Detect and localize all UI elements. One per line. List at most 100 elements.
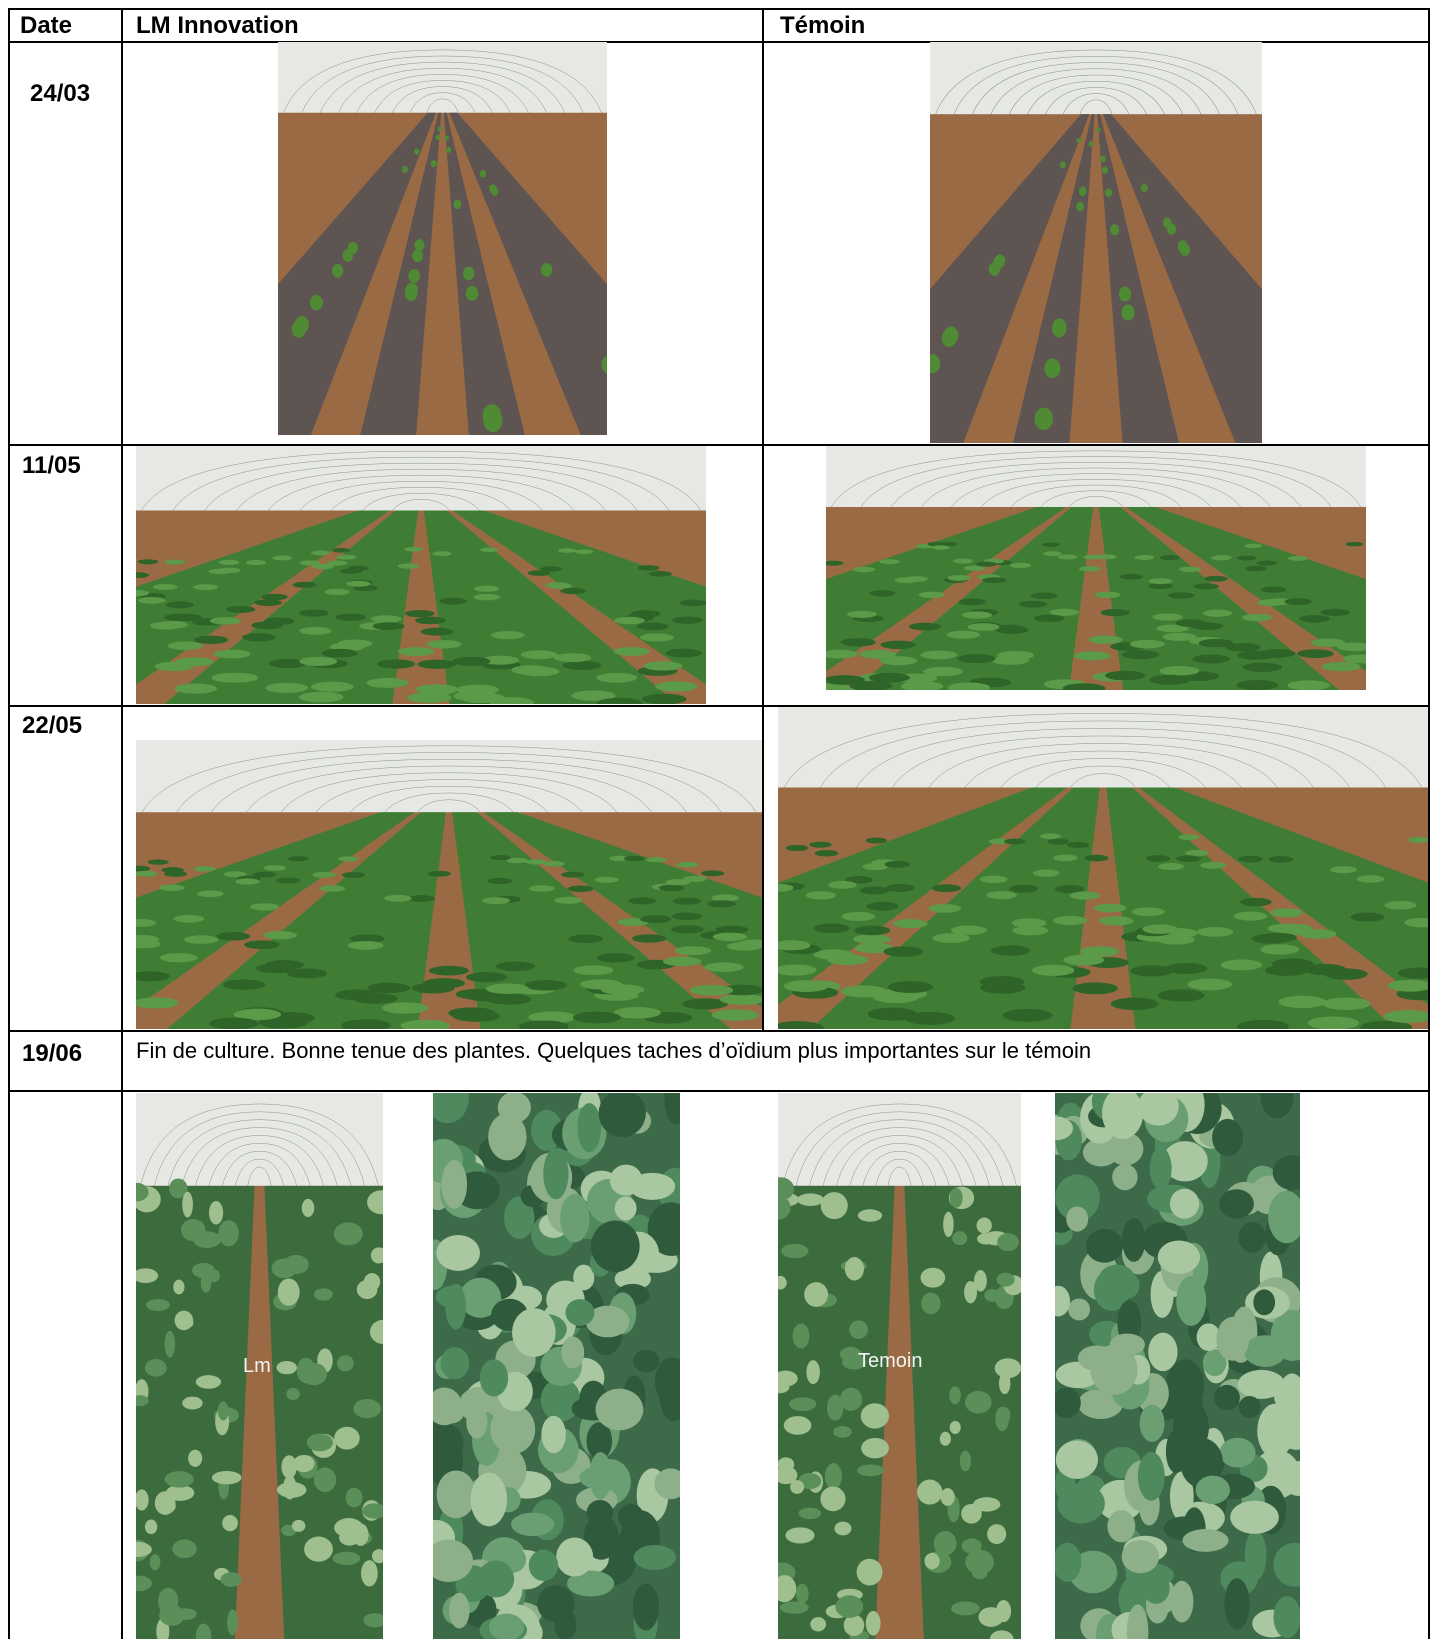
shape	[1198, 638, 1234, 648]
header-date: Date	[20, 12, 73, 39]
shape	[1322, 997, 1371, 1011]
shape	[1129, 639, 1165, 649]
shape	[136, 870, 158, 877]
shape	[174, 1310, 194, 1331]
shape	[543, 861, 565, 867]
shape	[299, 691, 344, 703]
shape	[655, 681, 698, 692]
shape	[346, 580, 371, 587]
shape	[778, 940, 811, 951]
shape	[1047, 838, 1070, 845]
shape	[217, 1401, 229, 1421]
shape	[857, 1464, 885, 1477]
shape	[974, 1270, 987, 1292]
shape	[453, 690, 498, 702]
shape	[436, 1470, 476, 1519]
shape	[1257, 1403, 1294, 1459]
shape	[308, 779, 590, 835]
shape	[223, 871, 247, 878]
shape	[996, 650, 1035, 660]
shape	[349, 934, 385, 944]
shape	[1062, 683, 1106, 690]
shape	[856, 457, 1337, 527]
shape	[541, 1415, 566, 1454]
shape	[894, 577, 919, 584]
shape	[540, 566, 563, 572]
photo	[136, 740, 762, 1029]
shape	[1131, 907, 1165, 917]
shape	[230, 469, 612, 531]
shape	[445, 146, 452, 154]
shape	[639, 633, 674, 642]
shape	[350, 74, 534, 144]
shape	[862, 863, 889, 871]
shape	[1009, 562, 1032, 569]
shape	[1179, 243, 1191, 256]
shape	[609, 855, 630, 862]
shape	[1211, 555, 1232, 561]
shape	[453, 199, 462, 210]
shape	[920, 650, 958, 660]
shape	[671, 616, 703, 624]
shape	[1159, 666, 1200, 676]
note-text: Fin de culture. Bonne tenue des plantes.…	[136, 1038, 1092, 1063]
shape	[1165, 962, 1208, 975]
shape	[683, 875, 708, 882]
shape	[482, 897, 511, 905]
shape	[930, 354, 941, 374]
shape	[601, 355, 607, 374]
shape	[304, 1536, 333, 1562]
shape	[543, 1148, 569, 1200]
shape	[849, 1320, 869, 1340]
shape	[1297, 649, 1334, 659]
shape	[1102, 1093, 1144, 1139]
shape	[439, 597, 467, 605]
shape	[918, 591, 946, 599]
shape	[854, 925, 891, 936]
shape	[633, 1349, 660, 1373]
shape	[174, 683, 218, 694]
shape	[194, 635, 229, 644]
shape	[590, 1220, 640, 1273]
shape	[299, 609, 329, 617]
shape	[1330, 866, 1357, 874]
shape	[1140, 183, 1148, 193]
shape	[979, 875, 1008, 884]
shape	[617, 1503, 644, 1531]
shape	[1069, 891, 1101, 900]
shape	[665, 648, 702, 658]
shape	[473, 593, 501, 601]
shape	[491, 631, 525, 640]
shape	[520, 650, 558, 660]
shape	[222, 1514, 238, 1532]
shape	[614, 1196, 637, 1221]
shape	[449, 112, 607, 435]
shape	[281, 1455, 297, 1479]
row-date: 19/06	[22, 1040, 83, 1067]
shape	[1237, 855, 1263, 863]
shape	[641, 693, 687, 704]
shape	[676, 861, 699, 868]
shape	[1220, 959, 1263, 971]
shape	[573, 1264, 595, 1291]
shape	[455, 988, 500, 1000]
shape	[711, 1009, 760, 1021]
shape	[994, 1358, 1021, 1379]
shape	[173, 1279, 185, 1295]
shape	[1083, 554, 1104, 560]
shape	[136, 997, 179, 1009]
shape	[319, 885, 346, 892]
shape	[719, 993, 762, 1005]
border	[762, 8, 764, 1031]
shape	[1216, 1316, 1250, 1361]
shape	[239, 766, 658, 835]
shape	[1079, 187, 1087, 197]
shape	[452, 1010, 501, 1022]
shape	[397, 647, 435, 656]
shape	[783, 1416, 812, 1435]
shape	[1073, 651, 1111, 661]
shape	[975, 479, 1218, 526]
shape	[159, 953, 198, 963]
shape	[1230, 1500, 1279, 1534]
shape	[336, 554, 357, 560]
